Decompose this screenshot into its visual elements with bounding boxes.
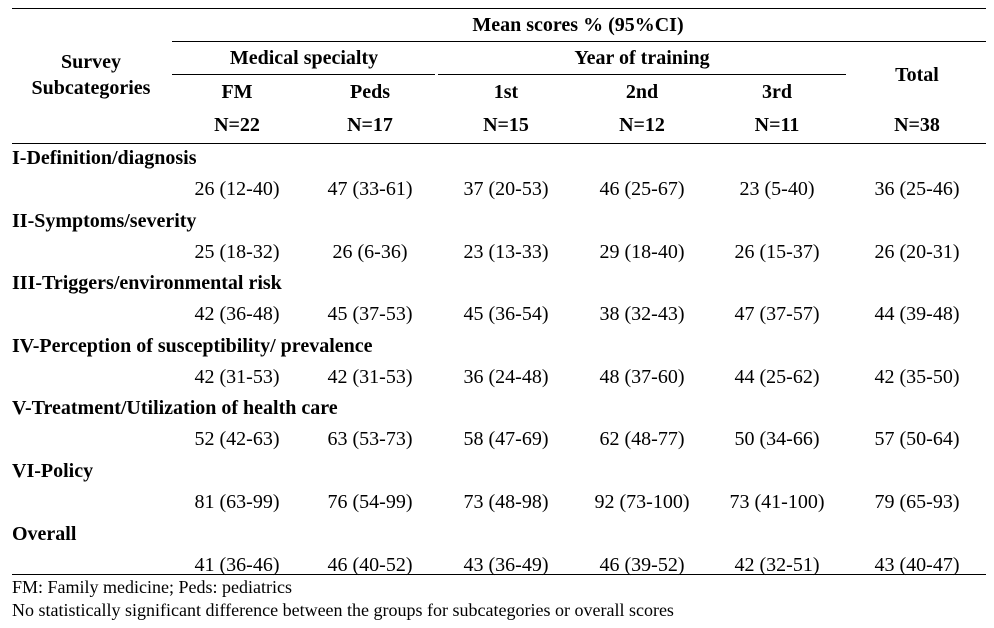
cell-1st: 58 (47-69) [463,428,549,451]
row-label: IV-Perception of susceptibility/ prevale… [12,334,373,357]
cell-2nd: 46 (39-52) [599,553,685,576]
column-header-3rd: 3rd [762,81,792,103]
cell-fm: 81 (63-99) [194,491,280,513]
super-title-rule [172,41,986,42]
super-title: Mean scores % (95%CI) [472,14,684,36]
cell-total: 42 (35-50) [874,365,960,388]
cell-1st: 43 (36-49) [463,553,549,576]
cell-peds: 63 (53-73) [327,428,413,451]
stub-header-line2: Subcategories [31,77,151,99]
footnote: FM: Family medicine; Peds: pediatrics [12,577,292,597]
cell-total: 79 (65-93) [874,491,960,513]
stub-header-line1: Survey [61,51,121,73]
cell-3rd: 26 (15-37) [734,240,820,263]
footnote: No statistically significant difference … [12,600,674,620]
column-header-total: Total [895,64,939,86]
cell-2nd: 48 (37-60) [599,365,685,388]
cell-fm: 26 (12-40) [194,178,280,200]
cell-total: 43 (40-47) [874,553,960,576]
column-n-fm: N=22 [214,114,260,136]
column-header-peds: Peds [350,81,390,103]
cell-peds: 76 (54-99) [327,491,413,513]
cell-fm: 25 (18-32) [194,240,280,263]
cell-fm: 42 (31-53) [194,365,280,388]
cell-1st: 23 (13-33) [463,240,549,263]
cell-peds: 47 (33-61) [327,178,413,200]
cell-2nd: 38 (32-43) [599,303,685,326]
cell-peds: 46 (40-52) [327,553,413,576]
cell-peds: 26 (6-36) [332,240,408,263]
cell-1st: 73 (48-98) [463,491,549,513]
cell-2nd: 92 (73-100) [594,491,690,513]
top-rule [12,8,986,9]
cell-peds: 42 (31-53) [327,365,413,388]
cell-fm: 52 (42-63) [194,428,280,451]
row-label: V-Treatment/Utilization of health care [12,397,338,420]
cell-3rd: 42 (32-51) [734,553,820,576]
group-header-year: Year of training [574,47,710,69]
cell-1st: 45 (36-54) [463,303,549,326]
cell-total: 57 (50-64) [874,428,960,451]
row-label: I-Definition/diagnosis [12,147,197,169]
cell-total: 44 (39-48) [874,303,960,326]
cell-3rd: 44 (25-62) [734,365,820,388]
cell-total: 36 (25-46) [874,178,960,200]
column-n-1st: N=15 [483,114,529,136]
cell-2nd: 62 (48-77) [599,428,685,451]
cell-3rd: 47 (37-57) [734,303,820,326]
row-label: III-Triggers/environmental risk [12,272,282,295]
column-header-1st: 1st [493,81,519,103]
cell-1st: 37 (20-53) [463,178,549,200]
column-header-fm: FM [221,81,253,103]
cell-fm: 41 (36-46) [194,553,280,576]
header-bottom-rule [12,143,986,144]
specialty-rule [172,74,435,75]
column-n-total: N=38 [894,114,940,136]
body-bottom-rule [12,574,986,575]
cell-2nd: 46 (25-67) [599,178,685,200]
cell-3rd: 73 (41-100) [729,491,825,513]
column-n-3rd: N=11 [754,114,800,136]
cell-total: 26 (20-31) [874,240,960,263]
cell-1st: 36 (24-48) [463,365,549,388]
year-rule [438,74,846,75]
cell-peds: 45 (37-53) [327,303,413,326]
cell-2nd: 29 (18-40) [599,240,685,263]
cell-3rd: 23 (5-40) [739,178,815,200]
cell-fm: 42 (36-48) [194,303,280,326]
column-n-peds: N=17 [347,114,393,136]
row-label: VI-Policy [12,460,94,482]
column-n-2nd: N=12 [619,114,665,136]
cell-3rd: 50 (34-66) [734,428,820,451]
column-header-2nd: 2nd [625,81,659,103]
row-label: II-Symptoms/severity [12,209,197,232]
group-header-specialty: Medical specialty [229,47,379,69]
row-label: Overall [12,522,77,545]
